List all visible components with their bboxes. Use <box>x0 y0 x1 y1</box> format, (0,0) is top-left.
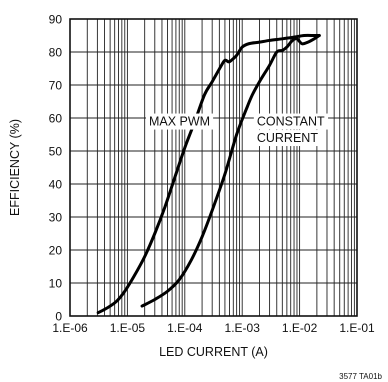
series-line-constant-current <box>140 34 321 308</box>
x-tick-label: 1.E-06 <box>52 321 88 335</box>
x-tick-label: 1.E-04 <box>167 321 203 335</box>
y-tick-label: 10 <box>49 277 63 291</box>
annotation-background <box>145 113 214 130</box>
y-tick-label: 90 <box>49 13 63 27</box>
y-tick-label: 20 <box>49 244 63 258</box>
series-annotation: MAX PWM <box>149 115 210 129</box>
y-tick-label: 50 <box>49 145 63 159</box>
series-annotation: CURRENT <box>257 131 318 145</box>
series-layer <box>96 33 321 315</box>
y-axis-label: EFFICIENCY (%) <box>8 119 22 216</box>
annotation-background <box>253 113 329 130</box>
x-tick-label: 1.E-05 <box>110 321 146 335</box>
plot-frame <box>69 18 358 317</box>
y-tick-label: 60 <box>49 112 63 126</box>
annotation-background <box>253 130 322 147</box>
y-tick-label: 0 <box>55 310 62 324</box>
tick-labels: 0 10 20 30 40 50 60 70 80 90 1.E-06 1.E-05 1.E-04 1.E… <box>49 13 375 336</box>
series-line-max-pwm <box>96 33 321 315</box>
y-tick-label: 80 <box>49 46 63 60</box>
x-tick-label: 1.E-01 <box>339 321 375 335</box>
y-tick-label: 40 <box>49 178 63 192</box>
grid <box>70 19 357 316</box>
x-tick-label: 1.E-02 <box>282 321 318 335</box>
y-tick-label: 70 <box>49 79 63 93</box>
y-tick-label: 30 <box>49 211 63 225</box>
x-axis-label: LED CURRENT (A) <box>159 345 268 359</box>
series-annotation: CONSTANT <box>257 115 325 129</box>
annotation-layer: MAX PWM CONSTANT CURRENT <box>145 113 329 147</box>
figure-id: 3577 TA01b <box>339 372 382 381</box>
x-tick-label: 1.E-03 <box>225 321 261 335</box>
